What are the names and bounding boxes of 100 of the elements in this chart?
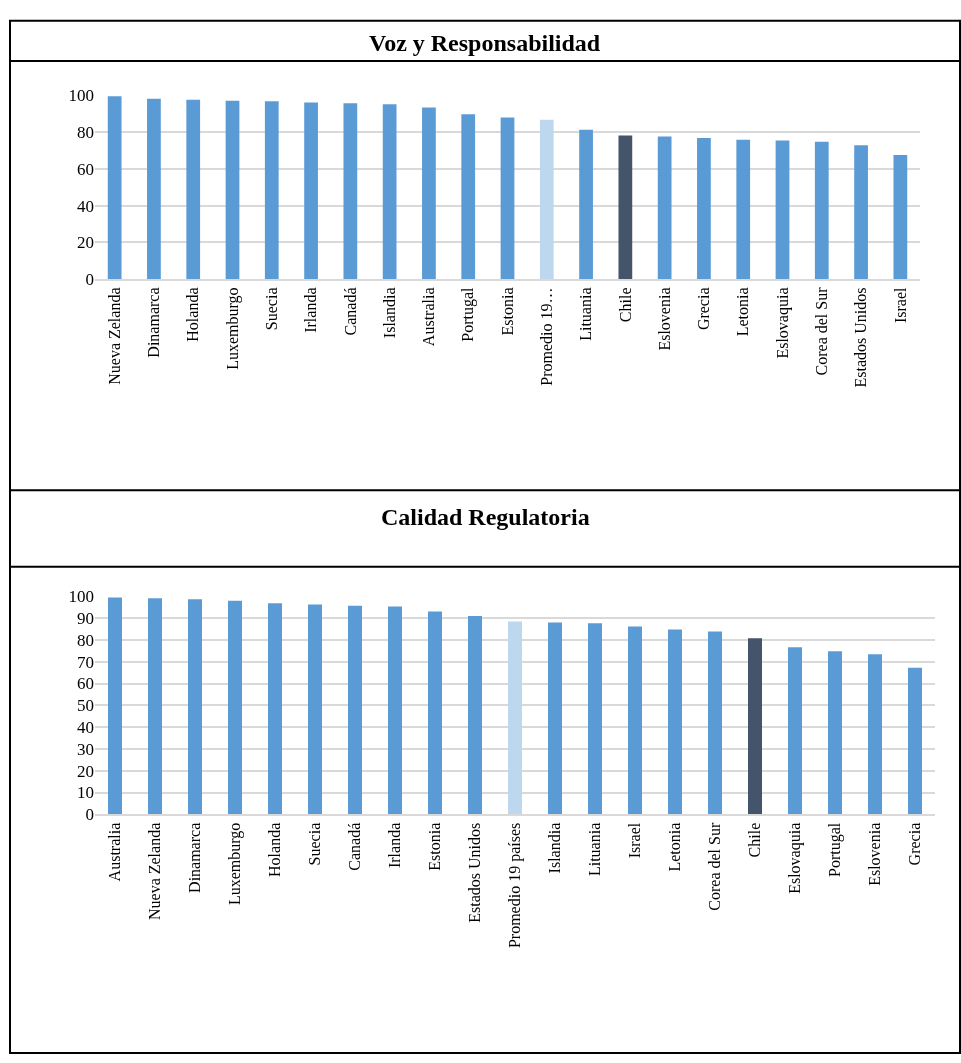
bar	[468, 615, 482, 815]
x-tick-label: Lituania	[577, 287, 595, 341]
bar	[147, 98, 161, 280]
x-tick-label: Holanda	[184, 287, 202, 342]
y-tick-label: 90	[77, 609, 94, 629]
bar	[657, 136, 672, 280]
x-tick-label: Canadá	[346, 822, 364, 871]
bar	[108, 597, 122, 815]
bar	[461, 114, 476, 280]
x-tick-label: Irlanda	[386, 822, 404, 869]
x-tick-label: Estonia	[498, 287, 516, 336]
x-tick-label: Suecia	[306, 822, 324, 866]
bar	[422, 107, 436, 280]
y-tick-label: 60	[77, 674, 94, 694]
bar	[382, 104, 397, 280]
chart-title: Voz y Responsabilidad	[369, 30, 601, 56]
bar	[908, 667, 922, 815]
x-tick-label: Grecia	[906, 822, 924, 866]
x-tick-label: Islandia	[546, 822, 564, 874]
x-tick-label: Israel	[626, 822, 644, 859]
x-tick-label: Eslovenia	[866, 822, 884, 886]
bar	[500, 117, 515, 280]
bar	[893, 155, 908, 280]
x-tick-label: Letonia	[734, 287, 752, 337]
y-tick-label: 40	[77, 718, 94, 738]
bar	[868, 654, 882, 815]
bar	[228, 600, 242, 815]
bar	[308, 604, 322, 815]
y-tick-label: 50	[77, 696, 94, 716]
y-tick-label: 70	[77, 652, 94, 672]
bar	[225, 100, 240, 280]
chart-title: Calidad Regulatoria	[381, 504, 590, 530]
y-tick-label: 30	[77, 739, 94, 759]
bar	[814, 141, 829, 280]
x-tick-label: Eslovaquia	[773, 287, 792, 359]
x-tick-label: Estados Unidos	[466, 822, 484, 923]
bar	[188, 599, 202, 815]
x-tick-label: Irlanda	[302, 287, 320, 333]
x-tick-label: Eslovenia	[655, 287, 673, 351]
y-tick-label: 100	[68, 587, 94, 607]
x-tick-label: Dinamarca	[145, 287, 163, 358]
bar	[618, 135, 633, 280]
x-tick-label: Promedio 19 países	[506, 822, 525, 949]
x-tick-label: Luxemburgo	[226, 822, 245, 906]
y-tick-label: 20	[77, 761, 94, 781]
bar	[748, 638, 762, 815]
bar	[697, 138, 711, 280]
bar	[343, 103, 358, 280]
x-tick-label: Australia	[420, 287, 438, 347]
x-tick-label: Estonia	[426, 822, 444, 871]
bar	[579, 129, 593, 280]
bar	[588, 623, 602, 815]
y-tick-label: 0	[85, 805, 94, 825]
bar	[539, 119, 554, 280]
x-tick-label: Portugal	[459, 286, 478, 342]
x-tick-label: Suecia	[262, 287, 280, 331]
x-tick-label: Estados Unidos	[852, 287, 870, 388]
bar	[428, 611, 442, 815]
y-tick-label: 80	[77, 630, 94, 650]
x-tick-label: Corea del Sur	[706, 822, 724, 911]
bar	[186, 99, 201, 280]
bar	[828, 651, 842, 815]
y-tick-label: 20	[77, 233, 94, 253]
bar	[736, 139, 751, 280]
x-tick-label: Grecia	[695, 287, 713, 331]
x-tick-label: Nueva Zelanda	[105, 287, 123, 385]
x-tick-label: Canadá	[341, 287, 359, 336]
x-tick-label: Chile	[746, 822, 764, 858]
bar	[854, 145, 868, 280]
x-tick-label: Dinamarca	[186, 822, 204, 893]
y-tick-label: 0	[85, 270, 94, 290]
bar	[148, 598, 162, 815]
y-tick-label: 80	[77, 123, 94, 143]
bar	[388, 606, 402, 815]
bar	[508, 621, 522, 815]
x-tick-label: Israel	[891, 286, 909, 324]
bar	[548, 622, 562, 815]
x-tick-label: Lituania	[586, 822, 604, 877]
bar	[788, 647, 802, 815]
x-tick-label: Corea del Sur	[812, 286, 830, 376]
x-tick-label: Australia	[106, 822, 124, 882]
x-tick-label: Eslovaquia	[786, 822, 805, 894]
bar	[304, 102, 318, 280]
x-tick-label: Promedio 19…	[537, 287, 555, 386]
bar	[348, 605, 362, 815]
x-tick-label: Nueva Zelanda	[146, 822, 164, 921]
x-tick-label: Islandia	[380, 287, 398, 339]
y-tick-label: 40	[77, 196, 94, 216]
bar	[628, 626, 642, 815]
bar	[264, 101, 279, 280]
x-tick-label: Holanda	[266, 822, 284, 877]
x-tick-label: Luxemburgo	[223, 287, 242, 370]
bar	[775, 140, 790, 280]
x-tick-label: Chile	[616, 287, 634, 323]
bar	[708, 631, 722, 815]
bar	[268, 603, 282, 815]
bar	[107, 96, 122, 280]
x-tick-label: Letonia	[666, 822, 684, 872]
x-tick-label: Portugal	[826, 822, 845, 877]
bar	[668, 629, 682, 815]
